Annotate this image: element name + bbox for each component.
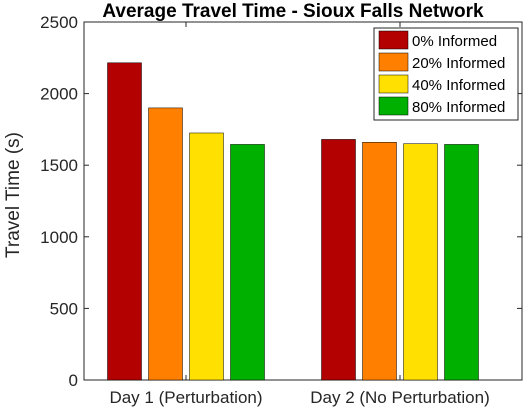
legend: 0% Informed 20% Informed 40% Informed 80% I… (373, 27, 519, 121)
legend-swatch (378, 30, 409, 50)
y-tick-label: 2000 (40, 85, 78, 104)
bar-0-informed-1 (107, 62, 142, 381)
y-tick-label: 1000 (40, 228, 78, 247)
bar-40-informed-1 (189, 132, 224, 381)
legend-swatch (378, 74, 409, 94)
y-tick-label: 2500 (40, 13, 78, 32)
legend-label: 80% Informed (412, 99, 505, 116)
bar-0-informed-2 (321, 139, 356, 381)
chart-title: Average Travel Time - Sioux Falls Networ… (102, 1, 484, 22)
legend-swatch (378, 96, 409, 116)
x-axis: Day 1 (Perturbation) Day 2 (No Perturbati… (109, 22, 490, 407)
y-axis-label: Travel Time (s) (3, 132, 24, 258)
bar-80-informed-2 (444, 144, 479, 381)
legend-label: 40% Informed (412, 77, 505, 94)
legend-swatch (378, 52, 409, 72)
x-tick-label: Day 2 (No Perturbation) (310, 388, 490, 407)
y-tick-label: 500 (50, 299, 78, 318)
y-tick-label: 1500 (40, 156, 78, 175)
x-tick-label: Day 1 (Perturbation) (109, 388, 262, 407)
plot-area (83, 21, 523, 381)
y-axis: 0 500 1000 1500 2000 2500 (40, 13, 522, 390)
bar-40-informed-2 (403, 143, 438, 381)
y-tick-label: 0 (69, 371, 78, 390)
legend-label: 20% Informed (412, 55, 505, 72)
legend-label: 0% Informed (412, 33, 497, 50)
bar-20-informed-1 (148, 107, 183, 381)
bar-80-informed-1 (230, 144, 265, 381)
bar-20-informed-2 (362, 142, 397, 381)
bars-group (107, 62, 479, 381)
